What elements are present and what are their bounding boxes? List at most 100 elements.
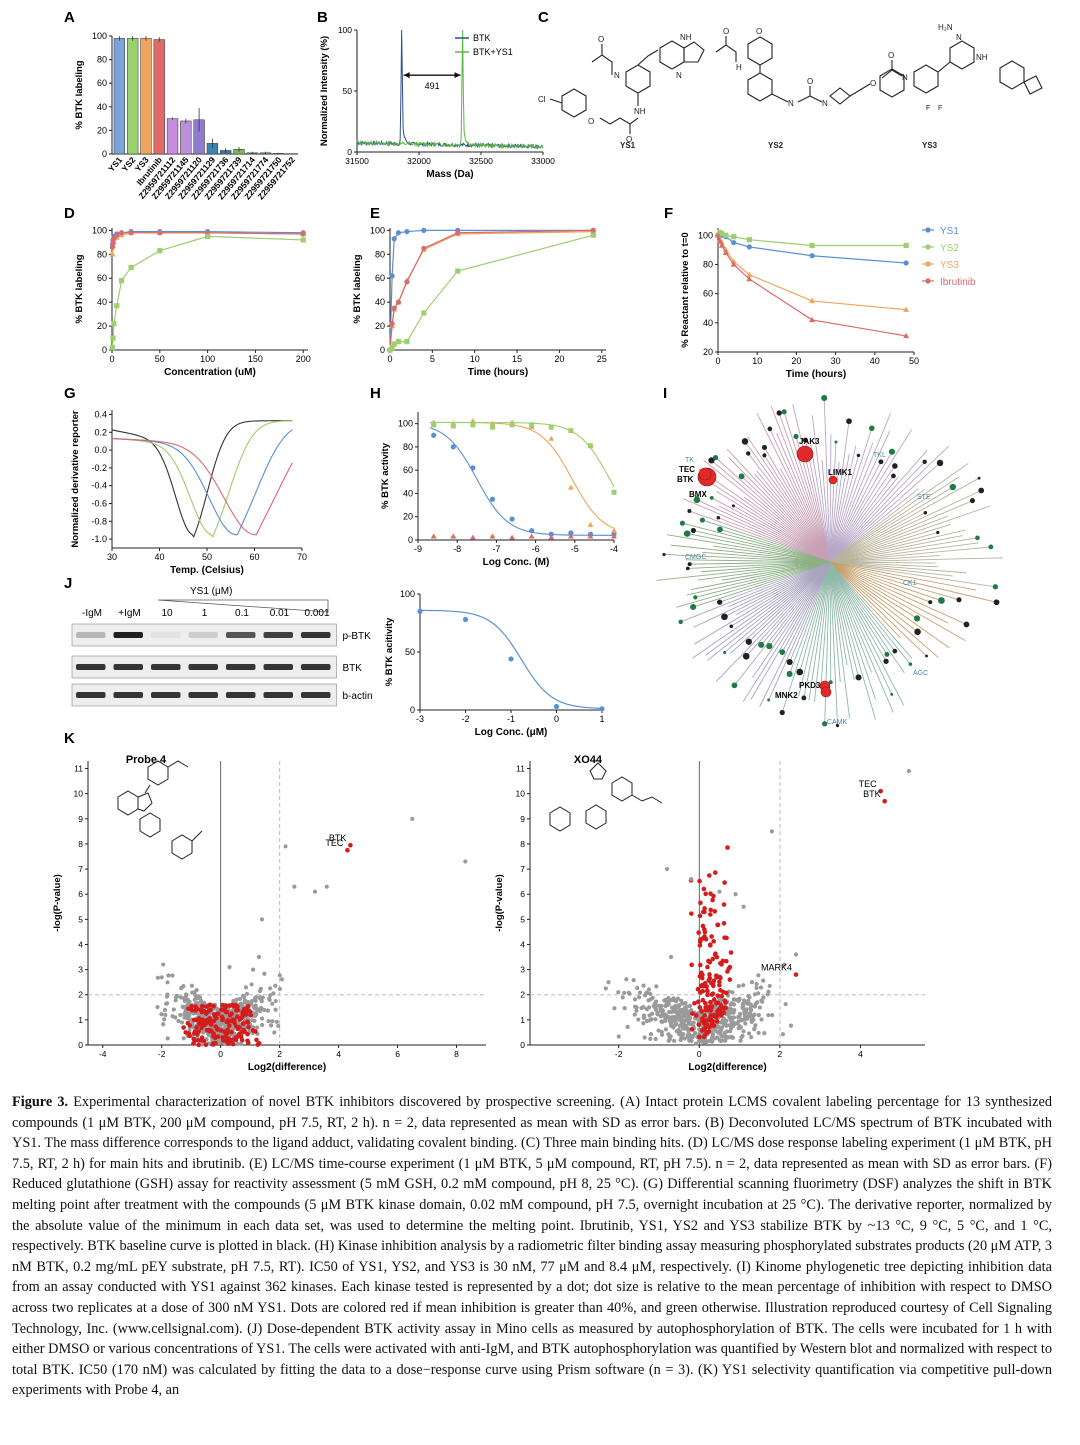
protein-dot (175, 994, 180, 999)
y-tick-label: 20 (703, 347, 713, 357)
svg-text:N: N (676, 71, 682, 80)
protein-dot (727, 1015, 732, 1020)
protein-dot (677, 1010, 682, 1016)
kinase-dot (892, 463, 898, 469)
inhibited-kinase-dot (698, 467, 712, 481)
inhibited-protein-dot (211, 1041, 217, 1046)
panel-letter: J (64, 575, 72, 592)
inhibited-protein-dot (698, 983, 704, 989)
protein-dot (162, 1017, 167, 1022)
svg-text:F: F (938, 105, 942, 112)
protein-dot (273, 983, 278, 988)
kinase-dot (662, 552, 666, 557)
kinase-dot (928, 600, 933, 605)
inhibited-kinase-dot (828, 475, 838, 485)
y-tick-label: -0.4 (91, 481, 107, 491)
data-point (809, 316, 816, 323)
protein-dot (648, 1032, 654, 1037)
protein-dot (686, 1032, 691, 1037)
inhibited-protein-dot (223, 1003, 228, 1008)
kinase-dot (745, 451, 751, 456)
inhibited-protein-dot (713, 870, 718, 875)
panel-letter: E (370, 205, 380, 222)
data-point (548, 531, 554, 537)
hit-label: BTK (677, 475, 694, 484)
inhibited-protein-dot (235, 1034, 241, 1039)
x-tick-label: 0 (697, 1049, 702, 1059)
data-point (109, 251, 116, 257)
data-point (611, 489, 617, 495)
data-point (128, 230, 134, 236)
inhibited-protein-dot (241, 1021, 246, 1026)
kinase-dot (922, 459, 927, 465)
data-point (300, 237, 306, 243)
kinase-dot (729, 624, 734, 629)
kinase-dot (993, 599, 1000, 606)
protein-dot (644, 1007, 650, 1012)
protein-dot (731, 1010, 736, 1015)
protein-label: TEC (859, 779, 878, 789)
y-tick-label: 100 (698, 230, 713, 240)
y-tick-label: 11 (74, 764, 83, 774)
data-point (529, 528, 535, 534)
kinase-dot (687, 562, 692, 567)
kinase-dot (883, 658, 889, 664)
panel-b: B 31500 32000 32500 33000 0 50 100 Mass (Da) Nor… (317, 9, 555, 180)
gradient-wedge (157, 599, 329, 613)
inhibited-protein-dot (702, 1026, 708, 1031)
y-tick-label: 40 (375, 297, 385, 307)
kinase-dot (685, 566, 690, 571)
protein-dot (750, 1014, 755, 1019)
panel-letter: K (64, 730, 75, 747)
x-tick-label: -6 (532, 544, 540, 554)
series-line-YS3 (389, 230, 594, 351)
panel-letter: D (64, 205, 75, 222)
y-tick-label: 60 (403, 465, 413, 475)
protein-dot (680, 1022, 685, 1027)
protein-dot (165, 980, 170, 985)
protein-dot (178, 995, 184, 1000)
inhibited-protein-dot (214, 1015, 219, 1021)
series-line-YS1 (717, 233, 907, 264)
x-tick-label: 25 (597, 354, 607, 364)
x-tick-label: -4 (99, 1049, 107, 1059)
protein-dot (731, 1015, 737, 1020)
protein-dot (718, 1031, 723, 1036)
protein-dot (648, 1036, 653, 1042)
panel-j-curve: -3 -2 -1 0 1 0 50 100 Log Conc. (μM) % BTK acitiv… (384, 589, 605, 738)
series-line-YS1 (389, 229, 594, 351)
x-tick-label: 8 (454, 1049, 459, 1059)
kinase-dot (884, 651, 890, 657)
panel-f: F 0 10 20 30 40 50 20 40 60 80 100 Time (hours) % Re… (664, 205, 976, 380)
protein-dot (180, 1004, 185, 1009)
protein-dot (642, 1015, 647, 1020)
inhibited-protein-dot (703, 1000, 708, 1006)
inhibited-protein-dot (714, 1019, 720, 1024)
kinase-dot (742, 652, 750, 660)
protein-dot (259, 917, 265, 922)
kinase-dot (731, 504, 735, 508)
protein-dot (718, 1020, 723, 1025)
x-axis-label: Log Conc. (μM) (475, 727, 548, 738)
kinase-dot (717, 526, 723, 533)
tree-branch (756, 412, 831, 563)
legend-label: Ibrutinib (940, 277, 976, 288)
protein-dot (268, 993, 273, 998)
inhibited-protein-dot (690, 1011, 695, 1016)
protein-dot (641, 1021, 646, 1026)
protein-dot (616, 990, 621, 995)
protein-dot (625, 1024, 630, 1030)
data-point (421, 310, 427, 316)
kinase-dot (712, 455, 719, 461)
inhibited-protein-dot (701, 886, 707, 892)
lane-label: 0.001 (304, 608, 329, 619)
x-tick-label: 30 (831, 356, 841, 366)
protein-dot (728, 1002, 733, 1007)
labeled-protein-dot (348, 842, 353, 848)
structure-label: YS1 (620, 141, 636, 150)
kinase-dot (679, 520, 685, 526)
protein-dot (273, 1007, 278, 1012)
data-point (110, 335, 116, 341)
protein-dot (756, 991, 761, 996)
protein-dot (190, 990, 195, 995)
